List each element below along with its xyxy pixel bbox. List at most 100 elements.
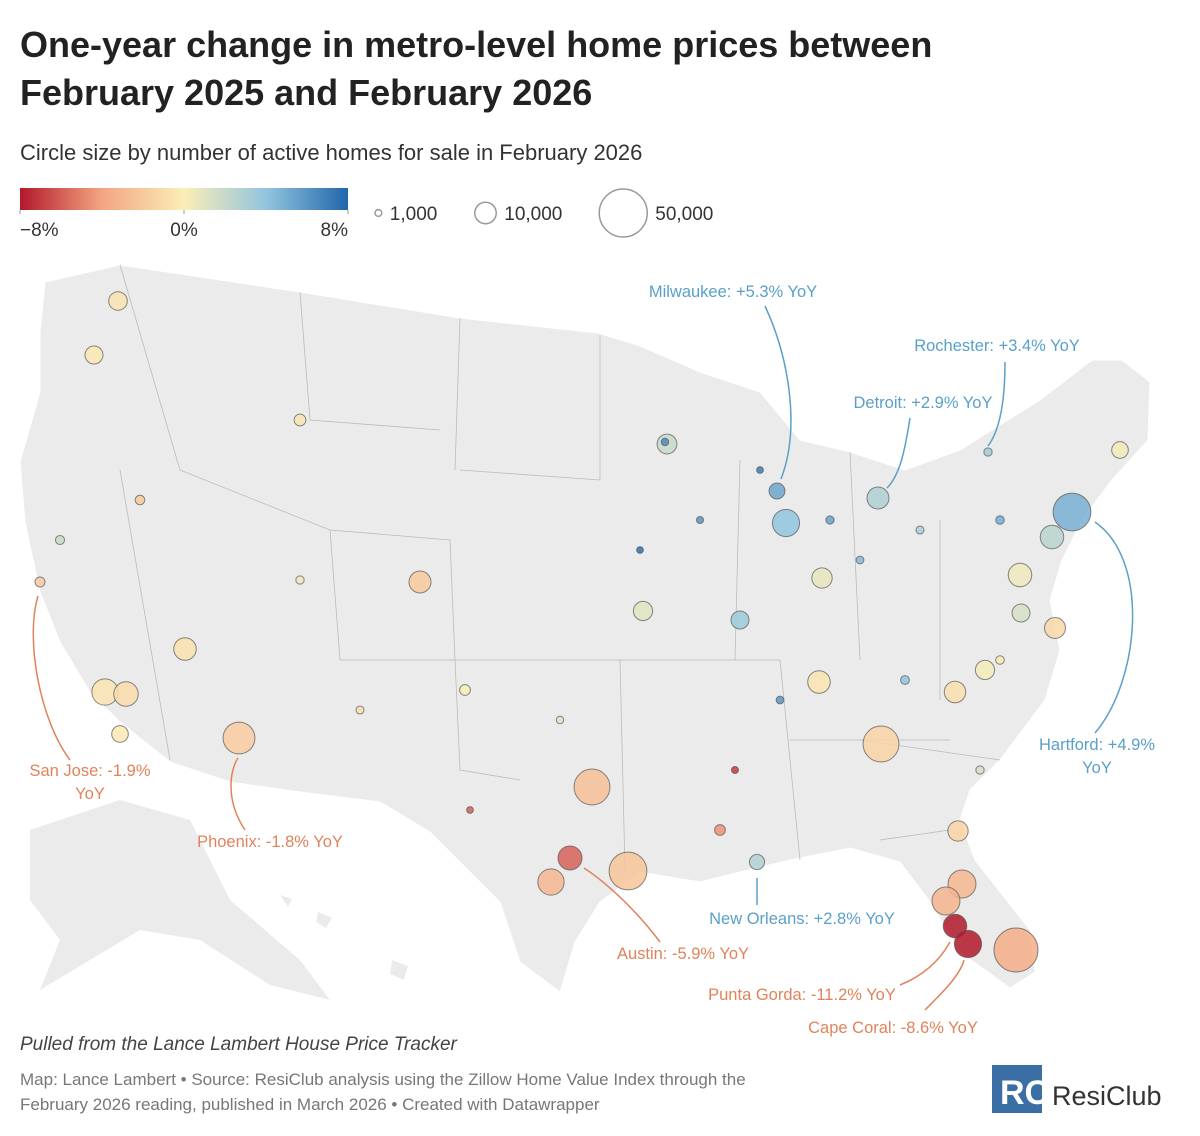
metro-circle bbox=[995, 655, 1005, 665]
logo-mark: RC bbox=[992, 1065, 1049, 1113]
metro-circle bbox=[636, 546, 644, 554]
metro-circle bbox=[111, 725, 129, 743]
size-legend-label: 1,000 bbox=[390, 204, 438, 225]
metro-circle bbox=[295, 575, 305, 585]
annotation-label: Detroit: +2.9% YoY bbox=[854, 394, 993, 412]
logo-text: ResiClub bbox=[1052, 1081, 1162, 1111]
metro-circle bbox=[730, 765, 740, 775]
metro-circle bbox=[862, 725, 900, 763]
color-tick-label: −8% bbox=[20, 220, 59, 241]
metro-circle bbox=[825, 515, 835, 525]
annotation-label: YoY bbox=[1082, 759, 1112, 777]
metro-circle bbox=[1007, 562, 1033, 588]
color-tick-label: 0% bbox=[170, 220, 198, 241]
size-legend-circle bbox=[598, 188, 649, 238]
metro-circle bbox=[34, 576, 46, 588]
annotation-label: San Jose: -1.9% bbox=[29, 762, 150, 780]
metro-circle bbox=[408, 570, 432, 594]
annotation-label: YoY bbox=[75, 785, 105, 803]
annotation-label: Hartford: +4.9% bbox=[1039, 736, 1155, 754]
metro-circle bbox=[756, 466, 764, 474]
metro-circle bbox=[983, 447, 993, 457]
metro-circle bbox=[807, 670, 831, 694]
metro-circle bbox=[1039, 524, 1065, 550]
annotation-label: Phoenix: -1.8% YoY bbox=[197, 833, 343, 851]
annotation-label: Milwaukee: +5.3% YoY bbox=[649, 283, 817, 301]
metro-circle bbox=[771, 508, 801, 538]
size-legend-label: 50,000 bbox=[655, 204, 713, 225]
metro-circle bbox=[995, 515, 1005, 525]
size-legend-label: 10,000 bbox=[504, 204, 562, 225]
annotation-label: Austin: -5.9% YoY bbox=[617, 945, 749, 963]
metro-circle bbox=[931, 886, 961, 916]
size-legend-circle bbox=[374, 208, 383, 218]
metro-circle bbox=[1052, 492, 1092, 532]
metro-circle bbox=[660, 437, 670, 447]
metro-circle bbox=[1111, 441, 1129, 459]
annotation-label: New Orleans: +2.8% YoY bbox=[709, 910, 895, 928]
metro-circle bbox=[947, 820, 969, 842]
metro-circle bbox=[811, 567, 833, 589]
metro-circle bbox=[775, 695, 785, 705]
annotation-arrow bbox=[583, 867, 661, 943]
metro-circle bbox=[768, 482, 786, 500]
metro-circle bbox=[714, 824, 726, 836]
metro-circle bbox=[855, 555, 865, 565]
metro-circle bbox=[632, 600, 654, 622]
annotation-arrow bbox=[230, 757, 246, 831]
svg-text:RC: RC bbox=[1000, 1074, 1049, 1112]
metro-circle bbox=[915, 525, 925, 535]
metro-circle bbox=[1044, 617, 1066, 639]
metro-circle bbox=[608, 851, 648, 891]
metro-circle bbox=[293, 413, 307, 427]
metro-circle bbox=[173, 637, 197, 661]
metro-circle bbox=[459, 684, 471, 696]
metro-circle bbox=[975, 765, 985, 775]
basemap bbox=[19, 264, 1151, 1000]
size-legend-circle bbox=[474, 201, 498, 225]
metro-circles bbox=[34, 291, 1129, 973]
metro-circle bbox=[113, 681, 139, 707]
annotation-label: Punta Gorda: -11.2% YoY bbox=[708, 986, 896, 1004]
annotation-arrow bbox=[1094, 521, 1134, 734]
metro-circle bbox=[555, 715, 565, 725]
metro-circle bbox=[866, 486, 890, 510]
metro-circle bbox=[134, 494, 146, 506]
metro-circle bbox=[730, 610, 750, 630]
metro-circle bbox=[54, 534, 66, 546]
annotation-arrows bbox=[32, 305, 1134, 1011]
metro-circle bbox=[573, 768, 611, 806]
metro-circle bbox=[943, 680, 967, 704]
annotation-arrow bbox=[924, 959, 965, 1011]
annotation-arrow bbox=[32, 595, 71, 761]
source-line: Map: Lance Lambert • Source: ResiClub an… bbox=[20, 1070, 746, 1089]
metro-circle bbox=[1011, 603, 1031, 623]
annotation-label: Rochester: +3.4% YoY bbox=[914, 337, 1080, 355]
metro-circle bbox=[900, 675, 910, 685]
annotation-label: Cape Coral: -8.6% YoY bbox=[808, 1019, 978, 1037]
metro-circle bbox=[355, 705, 365, 715]
source-line: February 2026 reading, published in Marc… bbox=[20, 1095, 600, 1114]
metro-circle bbox=[222, 721, 256, 755]
metro-circle bbox=[84, 345, 104, 365]
metro-circle bbox=[953, 929, 983, 959]
metro-circle bbox=[537, 868, 565, 896]
metro-circle bbox=[108, 291, 128, 311]
metro-circle bbox=[748, 853, 766, 871]
color-scale bbox=[20, 188, 348, 210]
subtitle: Circle size by number of active homes fo… bbox=[20, 140, 642, 165]
metro-circle bbox=[557, 845, 583, 871]
annotation-arrow bbox=[886, 417, 911, 489]
metro-circle bbox=[466, 806, 474, 814]
title: One-year change in metro-level home pric… bbox=[20, 24, 942, 113]
annotation-arrow bbox=[987, 361, 1006, 447]
annotations: Milwaukee: +5.3% YoY Rochester: +3.4% YoY… bbox=[29, 283, 1155, 1037]
annotation-arrow bbox=[899, 941, 951, 986]
color-tick-label: 8% bbox=[321, 220, 349, 241]
metro-circle bbox=[695, 515, 705, 525]
note: Pulled from the Lance Lambert House Pric… bbox=[20, 1034, 458, 1055]
metro-circle bbox=[974, 659, 996, 681]
metro-circle bbox=[993, 927, 1039, 973]
annotation-arrow bbox=[764, 305, 792, 480]
